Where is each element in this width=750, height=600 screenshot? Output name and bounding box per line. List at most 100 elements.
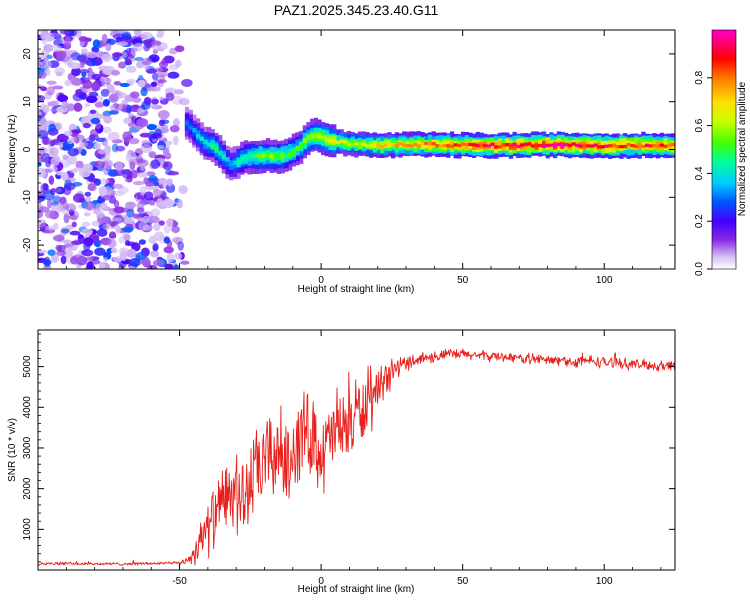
noise-speckle <box>50 32 61 38</box>
ridge-cell <box>258 154 263 159</box>
noise-speckle <box>124 216 135 225</box>
noise-speckle <box>136 202 145 209</box>
noise-speckle <box>166 252 175 263</box>
noise-speckle <box>46 54 53 60</box>
noise-speckle <box>150 249 160 258</box>
ridge-cell <box>435 144 440 148</box>
noise-speckle <box>172 118 180 128</box>
noise-speckle <box>103 115 113 124</box>
noise-speckle <box>113 81 122 86</box>
noise-speckle <box>171 225 180 234</box>
noise-speckle <box>73 102 83 112</box>
noise-speckle <box>86 261 94 269</box>
colorbar-tick-label: 0.0 <box>694 262 705 276</box>
ridge-cell <box>313 133 319 139</box>
ridge-cell <box>221 154 227 159</box>
noise-speckle <box>48 123 56 133</box>
spectrogram-x-tick-label: 100 <box>596 275 613 286</box>
ridge-cell <box>350 143 355 147</box>
noise-speckle <box>130 169 139 179</box>
noise-speckle <box>126 104 132 114</box>
noise-speckle <box>50 253 60 263</box>
ridge-cell <box>471 143 477 147</box>
ridge-cell <box>501 143 506 147</box>
ridge-cell <box>346 142 352 147</box>
noise-speckle <box>85 196 92 202</box>
noise-speckle <box>64 79 72 87</box>
noise-speckle <box>151 98 160 105</box>
ridge-cell <box>549 143 554 147</box>
noise-speckle <box>152 259 165 267</box>
ridge-cell <box>195 133 201 139</box>
noise-speckle <box>167 71 180 79</box>
noise-speckle <box>157 30 165 37</box>
ridge-cell <box>273 152 278 158</box>
ridge-cell <box>240 156 245 161</box>
noise-speckle <box>102 110 112 117</box>
ridge-cell <box>608 144 613 148</box>
noise-speckle <box>141 139 150 145</box>
snr-series-line <box>38 348 675 566</box>
ridge-cell <box>247 153 252 159</box>
ridge-cell <box>335 140 341 145</box>
noise-speckle <box>137 79 146 88</box>
ridge-cell <box>383 143 388 147</box>
noise-speckle <box>180 260 190 265</box>
ridge-cell <box>218 150 223 156</box>
noise-speckle <box>107 170 119 177</box>
ridge-cell <box>622 144 628 149</box>
noise-speckle <box>116 41 129 47</box>
noise-speckle <box>52 85 64 90</box>
noise-speckle <box>112 52 123 58</box>
ridge-cell <box>505 143 510 147</box>
ridge-cell <box>184 120 190 126</box>
noise-speckle <box>96 95 104 103</box>
noise-speckle <box>167 171 180 176</box>
ridge-cell <box>192 128 197 133</box>
noise-speckle <box>142 215 150 224</box>
noise-speckle <box>139 132 151 138</box>
noise-speckle <box>44 210 55 219</box>
noise-speckle <box>163 236 171 244</box>
ridge-cell <box>387 143 392 147</box>
noise-speckle <box>141 258 151 267</box>
noise-speckle <box>159 96 165 101</box>
noise-speckle <box>150 86 161 92</box>
snr-x-tick-label: -50 <box>172 576 187 587</box>
noise-speckle <box>169 125 180 133</box>
ridge-cell <box>269 154 274 159</box>
noise-speckle <box>48 175 55 185</box>
noise-speckle <box>59 134 68 141</box>
snr-plot-area <box>38 330 675 570</box>
ridge-cell <box>534 143 539 148</box>
ridge-cell <box>512 142 517 151</box>
noise-speckle <box>145 180 155 187</box>
noise-speckle <box>64 179 72 190</box>
noise-speckle <box>158 60 169 69</box>
noise-speckle <box>75 30 82 39</box>
ridge-cell <box>630 143 635 148</box>
ridge-cell <box>442 143 447 148</box>
ridge-cell <box>571 142 576 146</box>
spectrogram-y-ticks: -20 -10 0 10 20 <box>22 29 675 270</box>
noise-speckle <box>52 195 62 204</box>
noise-speckle <box>139 164 146 172</box>
ridge-cell <box>578 144 584 148</box>
noise-speckle <box>66 246 78 251</box>
noise-speckle <box>129 161 136 171</box>
ridge-cell <box>497 140 503 149</box>
noise-speckle <box>49 166 58 172</box>
noise-speckle <box>46 80 57 85</box>
noise-speckle <box>91 81 101 92</box>
noise-speckle <box>124 58 132 65</box>
noise-speckle <box>101 33 108 44</box>
noise-speckle <box>163 246 174 254</box>
noise-speckle <box>175 59 182 68</box>
noise-speckle <box>72 129 82 134</box>
ridge-cell <box>372 142 377 147</box>
spectrogram-x-tick-label: 50 <box>457 275 469 286</box>
ridge-cell <box>291 150 296 155</box>
ridge-cell <box>225 156 230 167</box>
noise-speckle <box>105 43 112 52</box>
noise-speckle <box>40 31 50 40</box>
